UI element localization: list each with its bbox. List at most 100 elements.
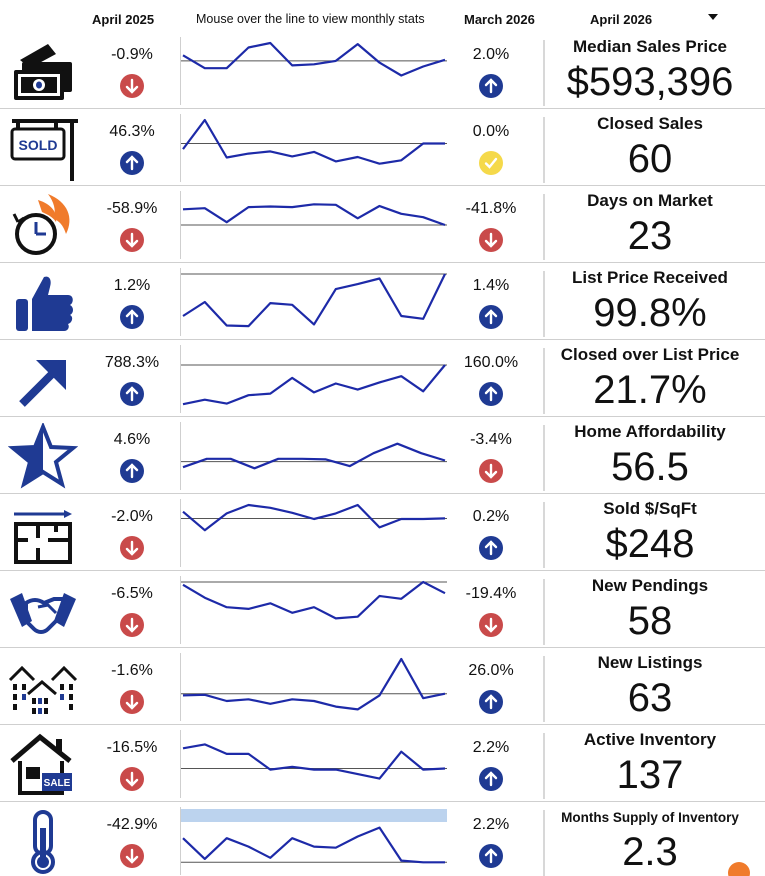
prev-change-pct: -58.9% (106, 200, 158, 217)
metric-value: 23 (627, 214, 673, 258)
sparkline-chart[interactable] (180, 422, 447, 490)
prev-change-pct: -0.9% (111, 46, 153, 63)
sparkline-chart[interactable] (180, 114, 447, 182)
metric-row: -2.0% 0.2% Sold $/SqFt $248 (0, 494, 765, 571)
column-divider (543, 502, 545, 568)
sparkline-svg[interactable] (181, 653, 447, 721)
prev-change-pct: -2.0% (111, 508, 153, 525)
sparkline-svg[interactable] (181, 37, 447, 105)
sparkline-chart[interactable] (180, 191, 447, 259)
sparkline-svg[interactable] (181, 730, 447, 798)
metric-row: SALE -16.5% 2.2% Active Inventory 137 (0, 725, 765, 802)
svg-text:SOLD: SOLD (19, 137, 58, 153)
metric-label: Median Sales Price (572, 37, 728, 56)
header-bar: April 2025 Mouse over the line to view m… (0, 0, 765, 34)
house-sale-icon: SALE (0, 725, 92, 802)
column-divider (543, 425, 545, 491)
metric-label: Closed Sales (597, 114, 703, 133)
sparkline-chart[interactable] (180, 345, 447, 413)
curr-change-pct: 0.2% (472, 508, 510, 525)
arrow-down-icon (120, 228, 144, 252)
handshake-icon (0, 571, 92, 648)
sparkline-series[interactable] (182, 743, 446, 780)
arrow-up-icon (479, 690, 503, 714)
period-select[interactable]: April 2026 (590, 12, 653, 27)
curr-change-pct: 2.2% (472, 739, 510, 756)
arrow-down-icon (120, 74, 144, 98)
sparkline-svg[interactable] (181, 114, 447, 182)
sparkline-series[interactable] (182, 580, 446, 620)
hover-hint: Mouse over the line to view monthly stat… (196, 12, 425, 26)
curr-period-label: March 2026 (464, 12, 535, 27)
sparkline-chart[interactable] (180, 807, 447, 875)
sparkline-series[interactable] (182, 118, 445, 165)
arrow-up-icon (479, 767, 503, 791)
sparkline-series[interactable] (182, 364, 446, 406)
sparkline-svg[interactable] (181, 191, 447, 259)
svg-text:SALE: SALE (44, 778, 71, 789)
sparkline-series[interactable] (182, 273, 446, 328)
sparkline-series[interactable] (182, 503, 446, 532)
prev-change-pct: 46.3% (109, 123, 155, 140)
sparkline-svg[interactable] (181, 499, 447, 567)
star-icon (0, 417, 92, 494)
metric-row: SOLD 46.3% 0.0% Closed Sales 60 (0, 109, 765, 186)
arrow-up-icon (479, 382, 503, 406)
floor-plan-icon (0, 494, 92, 571)
curr-change-pct: -19.4% (465, 585, 517, 602)
prev-change-pct: 788.3% (104, 354, 160, 371)
metric-value: 21.7% (593, 368, 707, 412)
sparkline-svg[interactable] (181, 576, 447, 644)
curr-change-pct: 160.0% (463, 354, 519, 371)
sparkline-svg[interactable] (181, 422, 447, 490)
sparkline-series[interactable] (182, 41, 446, 77)
column-divider (543, 579, 545, 645)
arrow-down-icon (120, 536, 144, 560)
curr-change-pct: 1.4% (472, 277, 510, 294)
sparkline-series[interactable] (182, 442, 446, 470)
sparkline-svg[interactable] (181, 268, 447, 336)
sparkline-svg[interactable] (181, 345, 447, 413)
chevron-down-icon[interactable] (708, 14, 718, 20)
sparkline-chart[interactable] (180, 499, 447, 567)
metric-label: Sold $/SqFt (603, 499, 697, 518)
sparkline-series[interactable] (182, 203, 446, 227)
prev-change-pct: 4.6% (113, 431, 151, 448)
curr-change-pct: -41.8% (465, 200, 517, 217)
prev-change-pct: -42.9% (106, 816, 158, 833)
sparkline-series[interactable] (182, 826, 445, 864)
sparkline-chart[interactable] (180, 653, 447, 721)
metric-value: $248 (605, 522, 695, 566)
cash-icon (0, 32, 92, 109)
metric-value: 58 (627, 599, 673, 643)
metric-value: 99.8% (593, 291, 707, 335)
metric-row: 4.6% -3.4% Home Affordability 56.5 (0, 417, 765, 494)
up-arrow-icon (0, 340, 92, 417)
arrow-up-icon (479, 844, 503, 868)
sparkline-chart[interactable] (180, 730, 447, 798)
arrow-up-icon (479, 305, 503, 329)
arrow-down-icon (479, 459, 503, 483)
thumbs-up-icon (0, 263, 92, 340)
arrow-up-icon (479, 536, 503, 560)
metric-label: New Pendings (591, 576, 709, 595)
curr-change-pct: 0.0% (472, 123, 510, 140)
prev-period-label: April 2025 (92, 12, 155, 27)
sparkline-chart[interactable] (180, 37, 447, 105)
column-divider (543, 656, 545, 722)
houses-icon (0, 648, 92, 725)
check-icon (479, 151, 503, 175)
metric-value: 56.5 (611, 445, 689, 489)
sparkline-chart[interactable] (180, 268, 447, 336)
sparkline-series[interactable] (182, 657, 446, 711)
curr-change-pct: 2.2% (472, 816, 510, 833)
arrow-down-icon (479, 613, 503, 637)
sparkline-chart[interactable] (180, 576, 447, 644)
export-icon[interactable] (728, 862, 750, 876)
clock-fire-icon (0, 186, 92, 263)
metric-row: 1.2% 1.4% List Price Received 99.8% (0, 263, 765, 340)
thermometer-icon (0, 802, 92, 876)
metric-row: -6.5% -19.4% New Pendings 58 (0, 571, 765, 648)
sparkline-svg[interactable] (181, 807, 447, 875)
arrow-up-icon (120, 382, 144, 406)
